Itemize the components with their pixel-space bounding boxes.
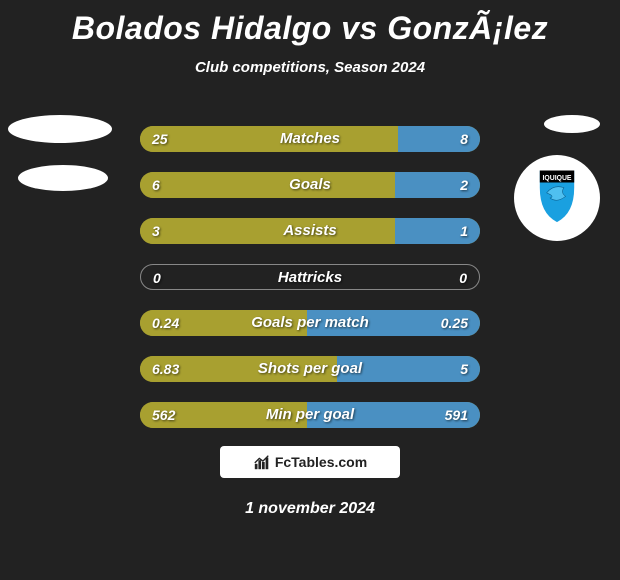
stat-label: Shots per goal <box>140 356 480 382</box>
stat-row: 258Matches <box>140 126 480 152</box>
stat-label: Assists <box>140 218 480 244</box>
brand-badge[interactable]: FcTables.com <box>220 446 400 478</box>
page-date: 1 november 2024 <box>0 500 620 518</box>
brand-text: FcTables.com <box>275 454 367 470</box>
stats-container: 258Matches 62Goals 31Assists 00Hattricks 0.2… <box>140 126 480 448</box>
stat-label: Goals per match <box>140 310 480 336</box>
brand-logo-icon <box>253 453 271 471</box>
club-crest-icon: IQUIQUE <box>514 155 600 241</box>
player-right-badge: IQUIQUE <box>500 115 600 255</box>
stat-row: 0.240.25Goals per match <box>140 310 480 336</box>
placeholder-ellipse-icon <box>544 115 600 133</box>
placeholder-ellipse-icon <box>18 165 108 191</box>
stat-label: Matches <box>140 126 480 152</box>
stat-label: Min per goal <box>140 402 480 428</box>
stat-row: 31Assists <box>140 218 480 244</box>
player-left-badge <box>8 115 118 205</box>
stat-row: 62Goals <box>140 172 480 198</box>
stat-row: 6.835Shots per goal <box>140 356 480 382</box>
stat-label: Hattricks <box>141 265 479 290</box>
stat-row: 562591Min per goal <box>140 402 480 428</box>
placeholder-ellipse-icon <box>8 115 112 143</box>
stat-row: 00Hattricks <box>140 264 480 290</box>
stat-label: Goals <box>140 172 480 198</box>
svg-text:IQUIQUE: IQUIQUE <box>542 175 571 182</box>
page-title: Bolados Hidalgo vs GonzÃ¡lez <box>0 0 620 47</box>
page-subtitle: Club competitions, Season 2024 <box>0 59 620 76</box>
